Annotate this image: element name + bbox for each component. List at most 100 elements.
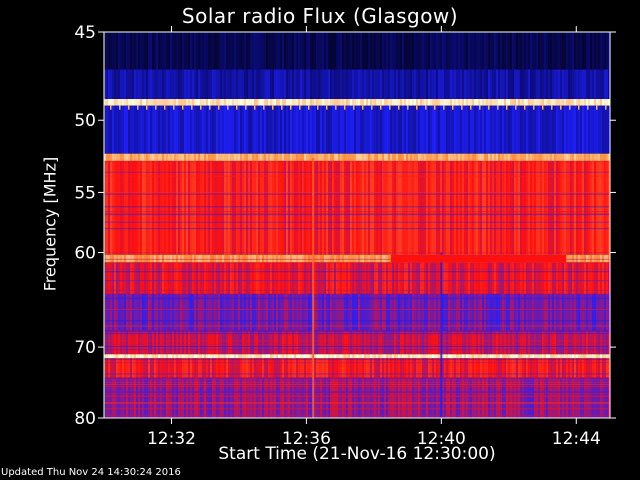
band-cell: [306, 358, 309, 378]
band-cell: [272, 69, 275, 100]
tick-marker: [119, 105, 121, 110]
band-cell: [304, 69, 307, 100]
band-cell: [476, 69, 479, 100]
band-cell: [388, 69, 391, 100]
band-cell: [464, 377, 467, 418]
band-cell: [408, 293, 411, 331]
band-cell: [266, 254, 269, 263]
band-cell: [404, 293, 407, 331]
band-cell: [464, 262, 467, 294]
band-cell: [260, 293, 263, 331]
band-cell: [110, 99, 113, 106]
band-cell: [120, 99, 123, 106]
band-cell: [606, 377, 609, 418]
band-cell: [520, 160, 523, 255]
band-cell: [304, 105, 307, 154]
band-cell: [188, 153, 191, 161]
band-cell: [462, 377, 465, 418]
band-cell: [580, 262, 583, 294]
band-cell: [542, 160, 545, 255]
band-cell: [160, 153, 163, 161]
band-cell: [524, 354, 527, 359]
band-cell: [534, 354, 537, 359]
band-cell: [174, 32, 177, 70]
band-cell: [152, 330, 155, 355]
band-cell: [236, 330, 239, 355]
band-cell: [220, 377, 223, 418]
band-cell: [360, 254, 363, 263]
band-cell: [160, 254, 163, 263]
band-cell: [528, 160, 531, 255]
band-cell: [278, 99, 281, 106]
band-cell: [222, 358, 225, 378]
band-cell: [474, 32, 477, 70]
band-cell: [162, 105, 165, 154]
band-cell: [318, 160, 321, 255]
band-cell: [348, 354, 351, 359]
band-cell: [382, 377, 385, 418]
band-cell: [382, 354, 385, 359]
band-cell: [256, 377, 259, 418]
band-cell: [536, 153, 539, 161]
band-cell: [446, 293, 449, 331]
band-cell: [284, 69, 287, 100]
band-cell: [382, 293, 385, 331]
band-cell: [294, 293, 297, 331]
band-cell: [124, 330, 127, 355]
band-cell: [136, 354, 139, 359]
band-cell: [486, 330, 489, 355]
band-cell: [130, 160, 133, 255]
band-cell: [214, 69, 217, 100]
band-cell: [498, 293, 501, 331]
band-cell: [596, 377, 599, 418]
band-cell: [152, 354, 155, 359]
band-cell: [206, 254, 209, 263]
band-cell: [598, 160, 601, 255]
band-cell: [526, 69, 529, 100]
band-cell: [490, 354, 493, 359]
band-cell: [260, 99, 263, 106]
band-cell: [302, 262, 305, 294]
gap-2: [390, 254, 567, 263]
band-cell: [528, 293, 531, 331]
band-cell: [460, 160, 463, 255]
band-cell: [284, 160, 287, 255]
band-cell: [558, 354, 561, 359]
band-cell: [376, 32, 379, 70]
band-cell: [226, 153, 229, 161]
band-cell: [274, 69, 277, 100]
band-cell: [370, 99, 373, 106]
texture-streak: [104, 359, 610, 361]
band-cell: [156, 105, 159, 154]
band-cell: [200, 32, 203, 70]
band-cell: [542, 262, 545, 294]
band-cell: [518, 330, 521, 355]
band-cell: [598, 377, 601, 418]
band-cell: [148, 105, 151, 154]
band-cell: [264, 330, 267, 355]
band-cell: [378, 293, 381, 331]
band-cell: [416, 354, 419, 359]
band-cell: [406, 377, 409, 418]
band-cell: [174, 69, 177, 100]
band-cell: [514, 99, 517, 106]
band-cell: [252, 32, 255, 70]
band-cell: [272, 293, 275, 331]
band-cell: [114, 377, 117, 418]
band-cell: [310, 262, 313, 294]
band-cell: [582, 293, 585, 331]
band-cell: [576, 377, 579, 418]
band-cell: [506, 105, 509, 154]
band-cell: [174, 293, 177, 331]
band-cell: [340, 69, 343, 100]
band-cell: [382, 69, 385, 100]
band-cell: [206, 105, 209, 154]
band-cell: [236, 358, 239, 378]
band-cell: [360, 358, 363, 378]
band-cell: [390, 160, 393, 255]
band-cell: [254, 160, 257, 255]
band-cell: [138, 354, 141, 359]
band-cell: [336, 32, 339, 70]
band-cell: [152, 358, 155, 378]
band-cell: [588, 377, 591, 418]
